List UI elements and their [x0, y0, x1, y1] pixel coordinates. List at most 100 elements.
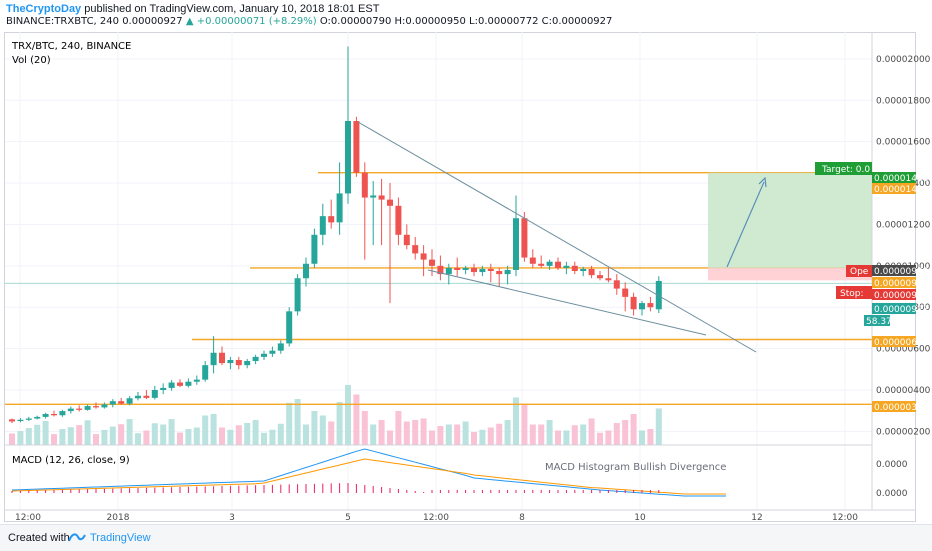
- macd-axis-ticks: 0.0000 0.0000: [876, 460, 908, 499]
- candle-body: [151, 389, 158, 398]
- stop-label-bg: [836, 286, 872, 299]
- volume-bar: [328, 421, 335, 445]
- volume-bar: [345, 385, 351, 445]
- macd-tick: 0.0000: [876, 460, 908, 470]
- footer-bar: Created with TradingView: [0, 524, 932, 551]
- volume-bar: [395, 411, 402, 445]
- volume-bar: [412, 420, 419, 445]
- volume-bar: [546, 420, 553, 445]
- price-tick: 0.00002000: [876, 55, 931, 65]
- tradingview-link[interactable]: TradingView: [90, 532, 151, 544]
- candle-body: [101, 404, 108, 408]
- volume-bar: [639, 430, 645, 445]
- candle-body: [429, 259, 435, 266]
- time-tick: 2018: [107, 513, 130, 523]
- volume-bar: [219, 427, 225, 445]
- candle-body: [479, 268, 486, 273]
- volume-bar: [193, 427, 200, 445]
- candle-body: [277, 343, 284, 351]
- chart-canvas[interactable]: TRX/BTC, 240, BINANCE Vol (20) MACD (12,…: [0, 0, 932, 524]
- open-price: 0.00000990: [874, 267, 929, 277]
- volume-bar: [563, 430, 570, 445]
- author-link[interactable]: TheCryptoDay: [6, 3, 82, 15]
- volume-bar: [437, 426, 444, 445]
- candle-body: [210, 352, 217, 366]
- volume-bar: [126, 419, 133, 445]
- volume-bar: [93, 434, 99, 445]
- candle-body: [437, 265, 444, 275]
- up-arrow-icon: ▲: [185, 16, 194, 27]
- candle-body: [252, 356, 259, 362]
- signal-line: [11, 458, 726, 495]
- stop-zone: [708, 267, 872, 281]
- candle-body: [555, 261, 561, 268]
- publish-line: TheCryptoDay published on TradingView.co…: [6, 3, 379, 15]
- volume-bars: [9, 385, 662, 445]
- candle-body: [286, 311, 293, 344]
- time-axis-ticks: 12:00 2018 3 5 12:00 8 10 12 12:00: [15, 513, 858, 523]
- candle-body: [571, 265, 578, 272]
- candle-body: [496, 271, 503, 275]
- candle-body: [504, 269, 511, 275]
- candle-body: [529, 257, 536, 264]
- volume-bar: [529, 424, 536, 445]
- candle-body: [311, 234, 318, 264]
- open-label: Ope: [850, 267, 869, 277]
- macd-annotation: MACD Histogram Bullish Divergence: [545, 462, 726, 473]
- price-axis-ticks: 0.000020000.000018000.000016000.00001400…: [876, 55, 931, 437]
- macd-line: [11, 448, 726, 497]
- candle-body: [412, 245, 419, 254]
- time-tick: 12:00: [15, 513, 41, 523]
- candle-body: [655, 280, 662, 310]
- volume-bar: [261, 432, 267, 445]
- candle-body: [445, 267, 452, 275]
- candle-body: [118, 401, 125, 404]
- volume-bar: [622, 420, 629, 445]
- candle-body: [93, 406, 99, 408]
- time-tick: 5: [345, 513, 351, 523]
- candle-body: [84, 406, 91, 410]
- candle-body: [219, 352, 225, 364]
- candle-body: [471, 267, 477, 273]
- volume-bar: [76, 425, 83, 445]
- volume-bar: [588, 418, 595, 445]
- volume-bar: [613, 423, 620, 445]
- volume-bar: [177, 432, 183, 445]
- candle-body: [622, 288, 629, 297]
- volume-bar: [34, 424, 41, 445]
- time-tick: 10: [634, 513, 646, 523]
- level-price: 0.00000644: [874, 338, 929, 348]
- level-price: 0.00000990: [874, 279, 929, 289]
- candle-body: [336, 193, 343, 223]
- candle-body: [387, 199, 393, 206]
- volume-bar: [303, 424, 309, 445]
- volume-bar: [378, 420, 385, 445]
- volume-bar: [361, 411, 368, 445]
- volume-bar: [420, 418, 427, 445]
- candle-body: [370, 195, 377, 198]
- macd-tick: 0.0000: [876, 489, 908, 499]
- volume-bar: [67, 427, 74, 445]
- time-tick: 12:00: [423, 513, 449, 523]
- volume-bar: [252, 420, 259, 445]
- pane-title: TRX/BTC, 240, BINANCE: [11, 41, 131, 52]
- volume-bar: [101, 429, 108, 445]
- volume-bar: [244, 423, 251, 445]
- volume-bar: [571, 425, 578, 445]
- volume-bar: [597, 432, 603, 445]
- candle-body: [168, 382, 175, 388]
- volume-bar: [185, 429, 192, 445]
- candle-body: [34, 416, 41, 419]
- last-price-label: 0.00000927: [874, 305, 928, 315]
- candle-body: [403, 234, 410, 246]
- volume-bar: [294, 399, 301, 445]
- price-labels: Target: 0.0 0.00001450 0.00001446 Ope 0.…: [815, 162, 929, 413]
- volume-bar: [504, 420, 511, 445]
- candle-body: [303, 263, 309, 279]
- volume-bar: [25, 428, 32, 445]
- target-label-bg: [815, 162, 872, 175]
- tradingview-logo-icon: [68, 533, 86, 542]
- volume-bar: [647, 429, 654, 445]
- volume-bar: [210, 414, 217, 445]
- volume-bar: [387, 430, 393, 445]
